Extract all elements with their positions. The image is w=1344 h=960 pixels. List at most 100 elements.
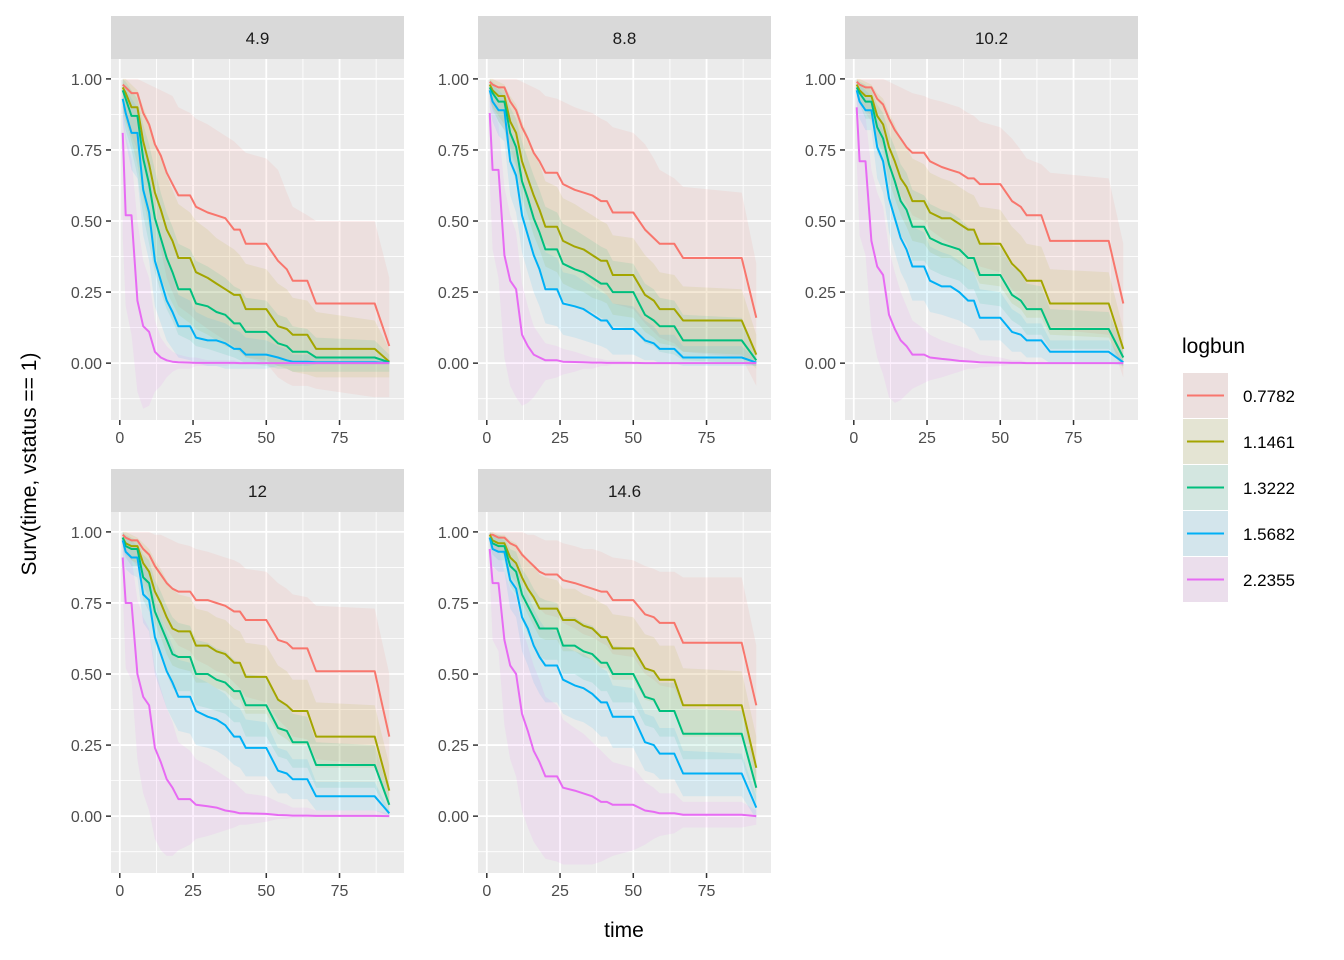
survival-line	[855, 90, 1124, 364]
x-tick-label: 75	[331, 883, 349, 900]
x-tick-label: 50	[257, 430, 275, 447]
x-tick-label: 25	[551, 883, 569, 900]
y-tick-label: 0.50	[438, 214, 469, 231]
x-tick-label: 25	[184, 883, 202, 900]
y-tick-label: 1.00	[71, 72, 102, 89]
confidence-ribbon	[489, 78, 757, 369]
confidence-ribbon	[856, 81, 1124, 366]
confidence-ribbon	[122, 531, 390, 817]
panel-background	[478, 59, 771, 420]
facet-strip	[111, 469, 404, 512]
legend-item: 0.7782	[1183, 373, 1295, 418]
survival-line	[121, 98, 390, 364]
confidence-ribbon	[122, 78, 390, 398]
survival-line	[488, 86, 758, 361]
facet-panels: 4.9 0.00 0.25 0.50 0.75 1.00 0 25 50 75 8.8 0.00 0.2…	[71, 16, 1138, 900]
legend: logbun 0.7782 1.1461 1.3222 1.5682 2.2355	[1182, 335, 1295, 602]
y-tick-label: 1.00	[438, 525, 469, 542]
y-tick-label: 0.50	[438, 667, 469, 684]
legend-label: 0.7782	[1243, 387, 1295, 406]
confidence-ribbon	[122, 534, 390, 856]
x-tick-label: 75	[1065, 430, 1083, 447]
x-tick-label: 75	[331, 430, 349, 447]
survival-line	[488, 112, 757, 365]
x-tick-label: 0	[482, 883, 491, 900]
legend-label: 1.5682	[1243, 525, 1295, 544]
y-tick-label: 0.00	[71, 809, 102, 826]
confidence-ribbon	[489, 534, 757, 865]
facet-strip-label: 10.2	[975, 29, 1008, 48]
confidence-ribbon	[489, 84, 757, 406]
legend-item: 2.2355	[1183, 557, 1295, 602]
survival-line	[488, 537, 758, 788]
x-tick-label: 50	[624, 430, 642, 447]
y-tick-label: 0.75	[71, 596, 102, 613]
y-axis-title: Surv(time, vstatus == 1)	[18, 353, 41, 576]
x-tick-label: 0	[849, 430, 858, 447]
legend-keys: 0.7782 1.1461 1.3222 1.5682 2.2355	[1183, 373, 1295, 602]
y-tick-label: 0.75	[71, 143, 102, 160]
panel-background	[845, 59, 1138, 420]
confidence-ribbon	[489, 531, 757, 805]
x-tick-label: 0	[115, 430, 124, 447]
y-tick-label: 0.00	[438, 356, 469, 373]
survival-line	[488, 534, 758, 769]
survival-line	[121, 537, 391, 791]
facet-panel: 8.8 0.00 0.25 0.50 0.75 1.00 0 25 50 75	[438, 16, 771, 447]
confidence-ribbon	[856, 78, 1124, 369]
facet-panel: 12 0.00 0.25 0.50 0.75 1.00 0 25 50 75	[71, 469, 404, 900]
y-tick-label: 1.00	[438, 72, 469, 89]
confidence-ribbon	[856, 81, 1124, 403]
confidence-ribbon	[489, 531, 757, 819]
legend-label: 1.3222	[1243, 479, 1295, 498]
survival-line	[488, 548, 757, 818]
survival-line	[121, 540, 391, 814]
x-tick-label: 75	[698, 883, 716, 900]
facet-strip-label: 14.6	[608, 482, 641, 501]
confidence-ribbon	[489, 531, 757, 794]
confidence-ribbon	[122, 93, 390, 409]
survival-line	[121, 537, 391, 806]
x-tick-label: 25	[551, 430, 569, 447]
facet-strip	[478, 469, 771, 512]
survival-line	[121, 89, 390, 364]
confidence-ribbon	[122, 531, 390, 817]
y-tick-label: 0.25	[71, 285, 102, 302]
x-axis-title: time	[604, 919, 644, 942]
x-tick-label: 0	[482, 430, 491, 447]
confidence-ribbon	[122, 531, 390, 811]
confidence-ribbon	[122, 531, 390, 808]
confidence-ribbon	[489, 81, 757, 366]
survival-line	[855, 107, 1124, 365]
confidence-ribbon	[122, 78, 390, 372]
legend-item: 1.5682	[1183, 511, 1295, 556]
x-tick-label: 25	[184, 430, 202, 447]
y-tick-label: 0.00	[805, 356, 836, 373]
y-tick-label: 1.00	[71, 525, 102, 542]
confidence-ribbon	[489, 531, 757, 782]
y-tick-label: 0.50	[71, 667, 102, 684]
confidence-ribbon	[489, 78, 757, 386]
y-tick-label: 0.75	[805, 143, 836, 160]
y-tick-label: 0.50	[805, 214, 836, 231]
x-tick-label: 0	[115, 883, 124, 900]
legend-title: logbun	[1182, 335, 1245, 358]
facet-panel: 10.2 0.00 0.25 0.50 0.75 1.00 0 25 50 75	[805, 16, 1138, 447]
facet-strip	[845, 16, 1138, 59]
confidence-ribbon	[122, 78, 390, 378]
legend-item: 1.3222	[1183, 465, 1295, 510]
y-tick-label: 0.50	[71, 214, 102, 231]
survival-line	[122, 533, 391, 737]
facet-panel: 14.6 0.00 0.25 0.50 0.75 1.00 0 25 50 75	[438, 469, 771, 900]
x-tick-label: 75	[698, 430, 716, 447]
y-tick-label: 0.25	[71, 738, 102, 755]
survival-line	[489, 533, 758, 706]
panel-background	[478, 512, 771, 873]
y-tick-label: 0.25	[438, 285, 469, 302]
facet-strip-label: 12	[248, 482, 267, 501]
survival-line	[488, 90, 757, 364]
legend-label: 1.1461	[1243, 433, 1295, 452]
survival-line	[488, 80, 758, 318]
facet-strip-label: 4.9	[246, 29, 270, 48]
x-tick-label: 25	[918, 430, 936, 447]
